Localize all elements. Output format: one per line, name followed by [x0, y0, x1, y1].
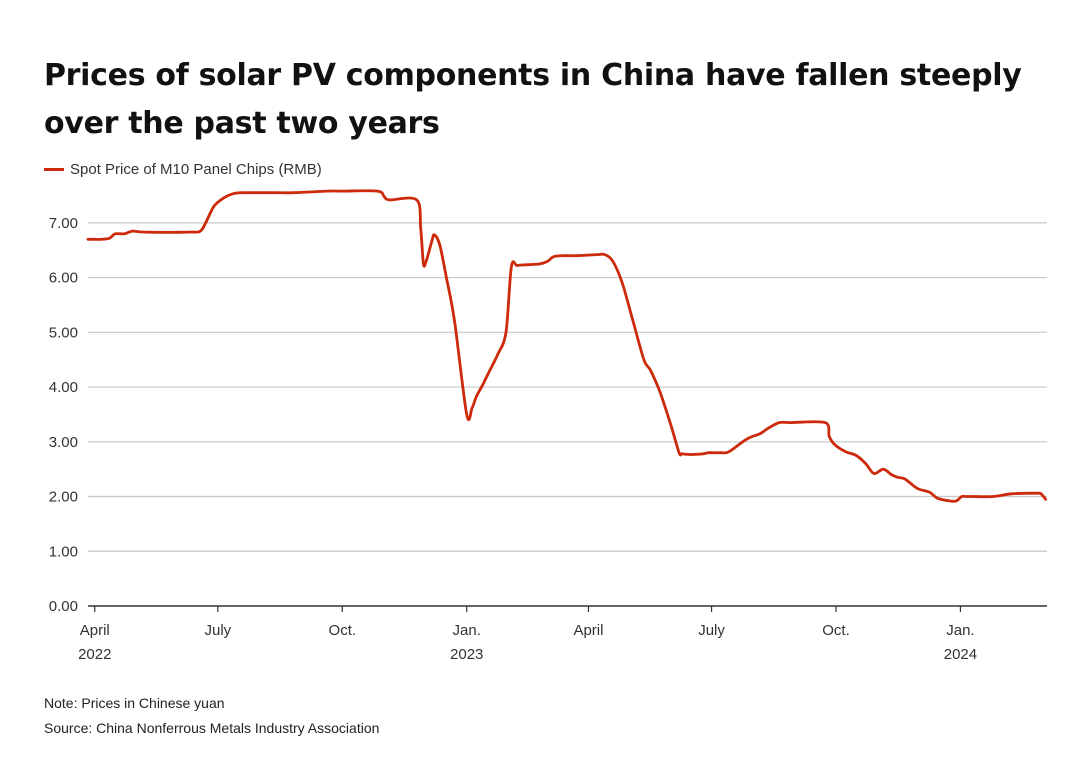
x-tick-year-label: 2023 [450, 646, 483, 663]
legend-label: Spot Price of M10 Panel Chips (RMB) [70, 160, 322, 178]
x-tick-label: Oct. [822, 622, 850, 639]
y-axis-tick-labels: 0.00 1.00 2.00 3.00 4.00 5.00 6.00 7.00 [49, 215, 78, 615]
x-tick-label: Oct. [329, 622, 357, 639]
legend: Spot Price of M10 Panel Chips (RMB) [44, 158, 322, 180]
x-tick-label: July [205, 622, 232, 639]
x-tick-year-label: 2024 [944, 646, 977, 663]
chart-note: Note: Prices in Chinese yuan [44, 695, 225, 711]
chart-source: Source: China Nonferrous Metals Industry… [44, 720, 380, 736]
x-axis-tick-labels: April 2022 July Oct. Jan. 2023 April July Oct. Ja… [78, 622, 977, 663]
x-axis [88, 605, 1047, 612]
y-tick-label: 4.00 [49, 379, 78, 396]
y-tick-label: 7.00 [49, 215, 78, 232]
legend-line-swatch [44, 167, 64, 171]
x-tick-label: Jan. [946, 622, 974, 639]
grid-lines [88, 222, 1047, 552]
series-layer [86, 189, 1047, 503]
y-tick-label: 1.00 [49, 543, 78, 560]
y-tick-label: 3.00 [49, 434, 78, 451]
series-line-m10-panel-chips [86, 189, 1047, 503]
y-tick-label: 0.00 [49, 598, 78, 615]
x-tick-label: April [573, 622, 603, 639]
x-tick-label: April [80, 622, 110, 639]
x-tick-label: Jan. [453, 622, 481, 639]
chart-title: Prices of solar PV components in China h… [44, 58, 1022, 141]
y-tick-label: 6.00 [49, 270, 78, 287]
x-tick-label: July [698, 622, 725, 639]
y-tick-label: 5.00 [49, 324, 78, 341]
y-tick-label: 2.00 [49, 489, 78, 506]
x-tick-year-label: 2022 [78, 646, 111, 663]
